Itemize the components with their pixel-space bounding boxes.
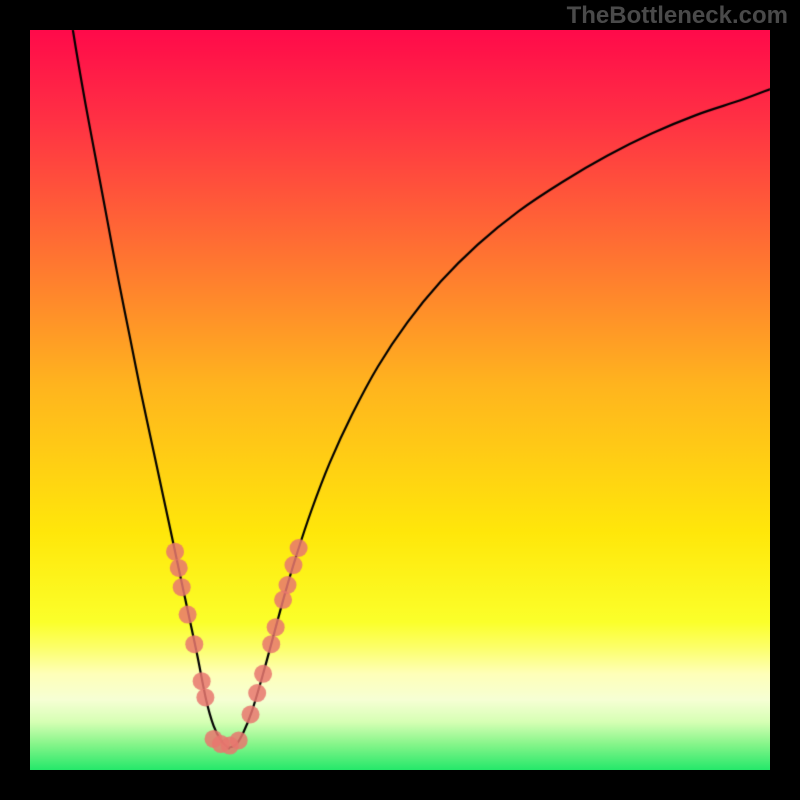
watermark-text: TheBottleneck.com: [567, 2, 788, 30]
curve-canvas: [0, 0, 800, 800]
chart-container: TheBottleneck.com: [0, 0, 800, 800]
